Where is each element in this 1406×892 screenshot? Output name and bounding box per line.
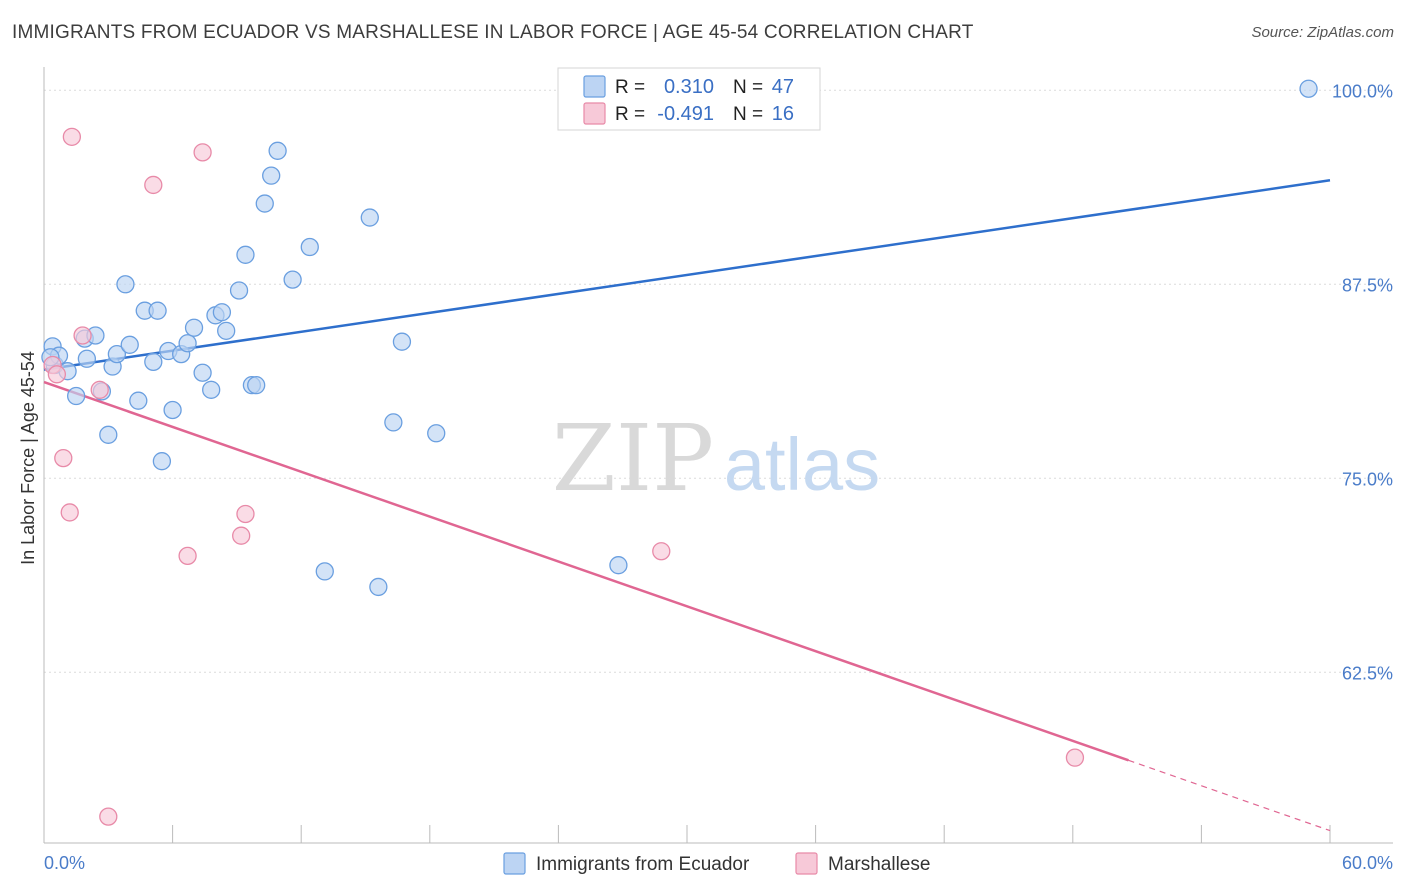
y-tick-label: 100.0% bbox=[1332, 81, 1393, 101]
data-point bbox=[129, 391, 148, 410]
bottom-legend-label: Immigrants from Ecuador bbox=[536, 854, 750, 875]
data-point bbox=[609, 556, 628, 575]
data-point bbox=[77, 349, 97, 368]
data-point bbox=[255, 194, 274, 213]
data-point bbox=[90, 380, 109, 399]
data-point bbox=[212, 303, 232, 322]
data-points bbox=[41, 79, 1318, 826]
data-point bbox=[1299, 79, 1318, 98]
data-point bbox=[120, 335, 139, 354]
data-point bbox=[144, 175, 163, 195]
data-point bbox=[262, 166, 281, 185]
chart-title: IMMIGRANTS FROM ECUADOR VS MARSHALLESE I… bbox=[12, 22, 974, 43]
legend-swatch bbox=[583, 102, 606, 125]
data-point bbox=[217, 321, 236, 340]
y-axis-title: In Labor Force | Age 45-54 bbox=[18, 351, 38, 565]
y-tick-label: 62.5% bbox=[1342, 663, 1393, 683]
bottom-legend-swatch bbox=[503, 852, 526, 875]
trend-line bbox=[43, 380, 1129, 762]
data-point bbox=[148, 301, 167, 320]
tick-labels: 100.0% 87.5% 75.0% 62.5% 0.0% 60.0% bbox=[44, 81, 1393, 873]
data-point bbox=[107, 344, 127, 364]
data-point bbox=[236, 504, 255, 524]
data-point bbox=[184, 318, 204, 337]
bottom-legend: Immigrants from Ecuador Marshallese bbox=[503, 852, 930, 875]
bottom-legend-label: Marshallese bbox=[828, 854, 930, 875]
data-point bbox=[144, 352, 163, 372]
data-point bbox=[652, 542, 671, 561]
data-point bbox=[54, 448, 73, 468]
data-point bbox=[47, 365, 67, 384]
legend-n-label: N = bbox=[733, 77, 763, 98]
y-tick-label: 75.0% bbox=[1342, 469, 1393, 489]
trend-line bbox=[43, 179, 1331, 371]
data-point bbox=[392, 332, 412, 351]
x-tick-label-max: 60.0% bbox=[1342, 853, 1393, 873]
data-point bbox=[384, 413, 403, 432]
legend-swatch bbox=[583, 75, 606, 98]
data-point bbox=[116, 275, 135, 294]
data-point bbox=[236, 245, 255, 264]
data-point bbox=[62, 127, 82, 146]
grid-lines bbox=[44, 89, 1390, 673]
data-point bbox=[152, 452, 172, 471]
legend-n-value: 47 bbox=[772, 76, 794, 98]
legend-r-label: R = bbox=[615, 77, 645, 98]
data-point bbox=[283, 270, 302, 289]
legend-n-label: N = bbox=[733, 104, 763, 125]
data-point bbox=[202, 380, 221, 399]
legend-r-value: -0.491 bbox=[657, 103, 714, 125]
data-point bbox=[232, 526, 251, 545]
data-point bbox=[193, 363, 212, 382]
trend-lines bbox=[43, 179, 1331, 832]
x-tick-label-min: 0.0% bbox=[44, 853, 85, 873]
data-point bbox=[60, 503, 79, 522]
legend-r-value: 0.310 bbox=[664, 76, 714, 98]
data-point bbox=[247, 376, 266, 395]
trend-line-extension bbox=[1128, 759, 1331, 832]
watermark-atlas: atlas bbox=[724, 423, 880, 506]
data-point bbox=[300, 237, 319, 257]
legend: R = 0.310 N = 47 R = -0.491 N = 16 bbox=[557, 67, 821, 131]
bottom-legend-swatch bbox=[795, 852, 818, 875]
legend-n-value: 16 bbox=[772, 103, 794, 125]
data-point bbox=[73, 326, 92, 345]
data-point bbox=[193, 143, 212, 162]
data-point bbox=[99, 807, 118, 826]
axes bbox=[43, 67, 1393, 844]
legend-r-label: R = bbox=[615, 104, 645, 125]
data-point bbox=[315, 562, 334, 581]
data-point bbox=[268, 141, 287, 160]
y-tick-label: 87.5% bbox=[1342, 275, 1393, 295]
data-point bbox=[360, 208, 379, 227]
watermark: ZIP atlas bbox=[552, 405, 880, 512]
data-point bbox=[163, 400, 182, 420]
data-point bbox=[1065, 748, 1085, 767]
data-point bbox=[99, 425, 118, 444]
data-point bbox=[229, 281, 249, 300]
data-point bbox=[369, 577, 388, 597]
chart-source: Source: ZipAtlas.com bbox=[1251, 24, 1394, 41]
data-point bbox=[178, 546, 197, 566]
data-point bbox=[67, 386, 86, 406]
data-point bbox=[427, 424, 446, 443]
watermark-zip: ZIP bbox=[552, 405, 714, 512]
data-point bbox=[178, 334, 197, 353]
